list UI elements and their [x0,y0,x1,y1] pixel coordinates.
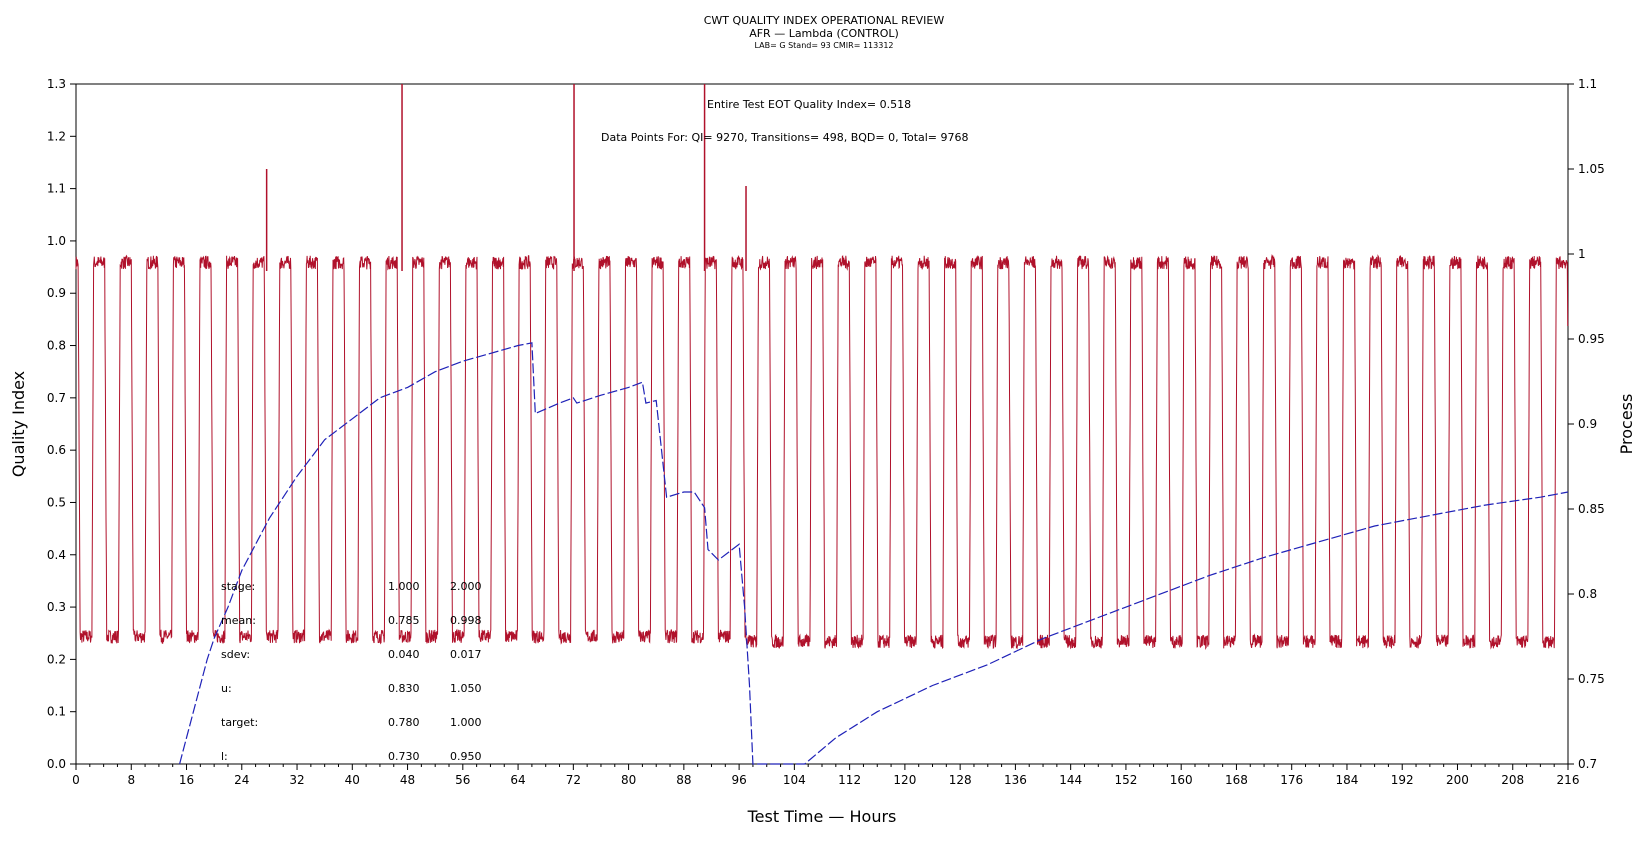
x-tick-label: 8 [127,773,135,787]
stats-stage1-value: 0.730 [388,750,420,763]
x-tick-label: 168 [1225,773,1248,787]
x-tick-label: 72 [566,773,581,787]
x-tick-label: 176 [1280,773,1303,787]
stats-row-label: sdev: [221,648,250,661]
x-tick-label: 160 [1170,773,1193,787]
stats-stage1-value: 0.040 [388,648,420,661]
stats-stage2-value: 1.000 [450,716,482,729]
y-tick-label: 0.5 [47,495,66,509]
stats-stage1-value: 1.000 [388,580,420,593]
stats-stage1-value: 0.780 [388,716,420,729]
chart-title: CWT QUALITY INDEX OPERATIONAL REVIEW [703,14,945,27]
x-tick-label: 216 [1557,773,1580,787]
x-tick-label: 208 [1501,773,1524,787]
y-tick-label: 0.6 [47,443,66,457]
y-tick-label: 0.4 [47,548,66,562]
x-tick-label: 88 [676,773,691,787]
y-tick-label: 0.2 [47,652,66,666]
x-tick-label: 184 [1336,773,1359,787]
chart-info-line: LAB= G Stand= 93 CMIR= 113312 [754,41,894,50]
stats-stage2-value: 0.950 [450,750,482,763]
chart-subtitle: AFR — Lambda (CONTROL) [749,27,899,40]
y-tick-label: 1.1 [47,182,66,196]
data-points-annotation: Data Points For: QI= 9270, Transitions= … [601,131,969,144]
y-tick-label: 0.0 [47,757,66,771]
stats-stage1-value: 0.830 [388,682,420,695]
x-tick-label: 152 [1114,773,1137,787]
stats-row-label: l: [221,750,228,763]
stats-row-label: mean: [221,614,256,627]
y2-tick-label: 0.7 [1578,757,1597,771]
y2-tick-label: 1.05 [1578,162,1605,176]
x-axis-title: Test Time — Hours [747,807,897,826]
x-tick-label: 32 [289,773,304,787]
x-tick-label: 24 [234,773,249,787]
process-series-line [75,253,1569,651]
x-tick-label: 16 [179,773,194,787]
y2-tick-label: 1.1 [1578,77,1597,91]
y-tick-label: 0.8 [47,339,66,353]
stats-stage2-value: 2.000 [450,580,482,593]
stats-stage2-value: 0.998 [450,614,482,627]
y2-axis-title: Process [1617,394,1636,455]
plot-frame [75,83,1569,765]
y-tick-label: 1.3 [47,77,66,91]
y2-tick-label: 0.85 [1578,502,1605,516]
stats-stage1-value: 0.785 [388,614,420,627]
x-tick-label: 48 [400,773,415,787]
x-tick-label: 112 [838,773,861,787]
y2-tick-label: 0.95 [1578,332,1605,346]
y-tick-label: 0.7 [47,391,66,405]
eot-quality-index-annotation: Entire Test EOT Quality Index= 0.518 [707,98,911,111]
y2-tick-label: 0.75 [1578,672,1605,686]
stats-stage2-value: 0.017 [450,648,482,661]
quality-index-series-line [179,342,1569,765]
stats-row-label: stage: [221,580,255,593]
x-tick-label: 64 [510,773,525,787]
x-tick-label: 0 [72,773,80,787]
y-tick-label: 0.3 [47,600,66,614]
x-tick-label: 136 [1004,773,1027,787]
x-tick-label: 56 [455,773,470,787]
x-tick-label: 200 [1446,773,1469,787]
stats-stage2-value: 1.050 [450,682,482,695]
y-tick-label: 0.9 [47,286,66,300]
y-tick-label: 1.0 [47,234,66,248]
stats-row-label: u: [221,682,232,695]
x-tick-label: 128 [949,773,972,787]
x-tick-label: 192 [1391,773,1414,787]
y-tick-label: 1.2 [47,129,66,143]
stats-row-label: target: [221,716,258,729]
y2-tick-label: 0.8 [1578,587,1597,601]
y2-tick-label: 1 [1578,247,1586,261]
x-tick-label: 144 [1059,773,1082,787]
x-tick-label: 80 [621,773,636,787]
x-tick-label: 96 [731,773,746,787]
y2-tick-label: 0.9 [1578,417,1597,431]
y-axis-title: Quality Index [9,371,28,477]
y-tick-label: 0.1 [47,705,66,719]
x-tick-label: 120 [893,773,916,787]
x-tick-label: 40 [345,773,360,787]
x-tick-label: 104 [783,773,806,787]
